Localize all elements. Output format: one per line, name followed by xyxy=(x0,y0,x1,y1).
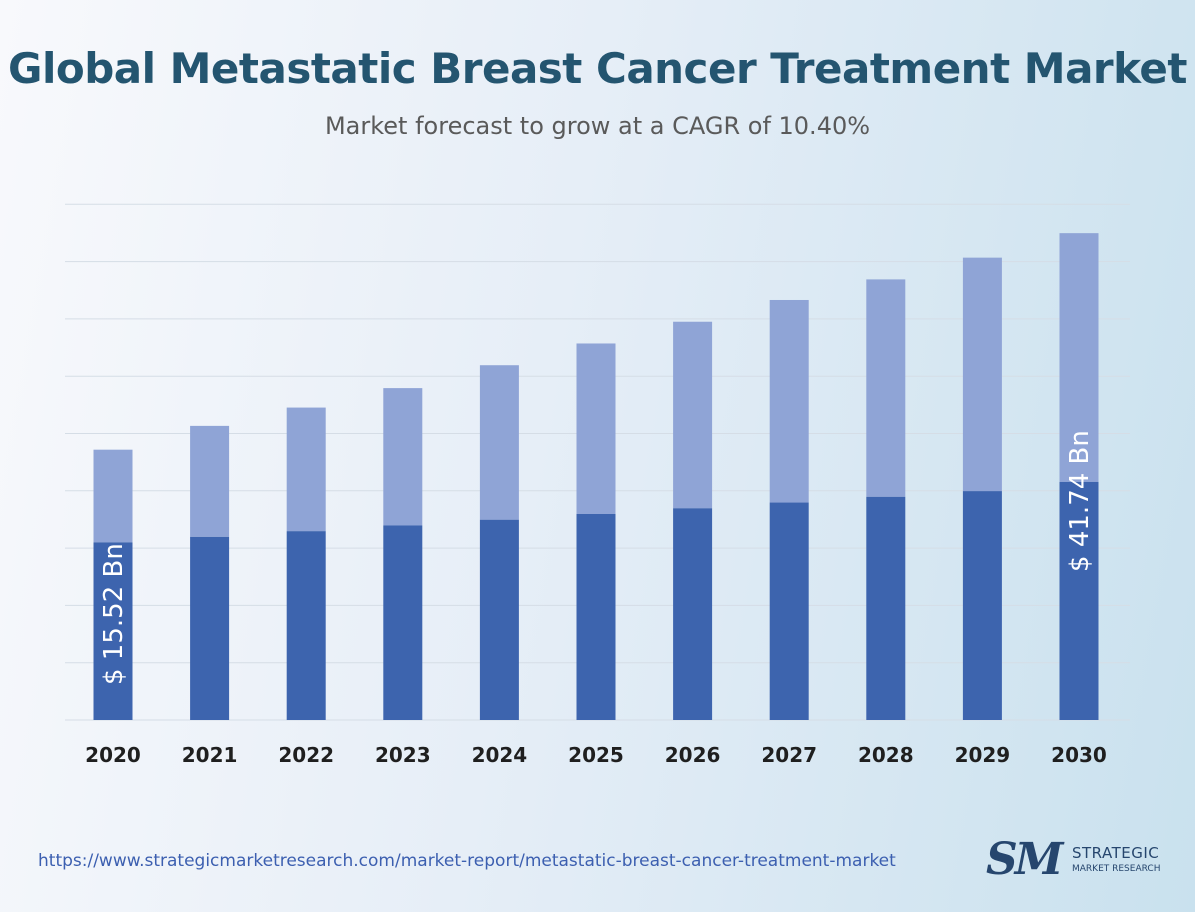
bar-increment-2028 xyxy=(866,279,906,497)
chart-subtitle: Market forecast to grow at a CAGR of 10.… xyxy=(324,112,871,140)
bar-base-2022 xyxy=(286,531,326,720)
bar-chart: 2020 2021 2022 2023 2024 2025 2026 2027 2028 2029… xyxy=(65,203,1130,767)
bar-increment-2030 xyxy=(1059,233,1099,482)
chart-title: Global Metastatic Breast Cancer Treatmen… xyxy=(7,44,1188,93)
x-tick-label: 2028 xyxy=(858,743,914,767)
bar-increment-2025 xyxy=(576,343,616,514)
bar-increment-2026 xyxy=(673,321,713,509)
x-tick-label: 2021 xyxy=(182,743,238,767)
bar-base-2026 xyxy=(673,508,713,720)
bar-base-2020 xyxy=(93,542,133,720)
data-label: $ 41.74 Bn xyxy=(1065,430,1095,572)
bar-increment-2029 xyxy=(962,257,1002,492)
x-tick-label: 2025 xyxy=(568,743,624,767)
x-tick-label: 2023 xyxy=(375,743,431,767)
source-url-link[interactable]: https://www.strategicmarketresearch.com/… xyxy=(38,851,896,871)
logo-mark: SM xyxy=(986,834,1064,885)
x-tick-label: 2029 xyxy=(955,743,1011,767)
bar-base-2023 xyxy=(383,525,423,720)
bar-increment-2024 xyxy=(479,365,519,520)
brand-logo: SM STRATEGIC MARKET RESEARCH xyxy=(986,836,1176,884)
bar-base-2025 xyxy=(576,514,616,720)
x-tick-label: 2027 xyxy=(761,743,817,767)
bar-increment-2021 xyxy=(190,425,230,537)
data-label: $ 15.52 Bn xyxy=(99,543,129,685)
logo-name-line1: STRATEGIC xyxy=(1072,844,1160,862)
x-tick-label: 2024 xyxy=(472,743,528,767)
x-tick-label: 2022 xyxy=(278,743,334,767)
logo-name-line2: MARKET RESEARCH xyxy=(1072,864,1161,874)
bar-base-2028 xyxy=(866,496,906,720)
x-tick-label: 2020 xyxy=(85,743,141,767)
bar-base-2021 xyxy=(190,536,230,720)
bar-base-2027 xyxy=(769,502,809,720)
bar-increment-2022 xyxy=(286,407,326,532)
bar-increment-2023 xyxy=(383,388,423,526)
x-tick-label: 2030 xyxy=(1051,743,1107,767)
bar-base-2024 xyxy=(479,519,519,720)
bar-increment-2027 xyxy=(769,299,809,503)
bar-increment-2020 xyxy=(93,449,133,543)
bar-base-2029 xyxy=(962,491,1002,720)
bar-base-2030 xyxy=(1059,481,1099,720)
x-tick-label: 2026 xyxy=(665,743,721,767)
